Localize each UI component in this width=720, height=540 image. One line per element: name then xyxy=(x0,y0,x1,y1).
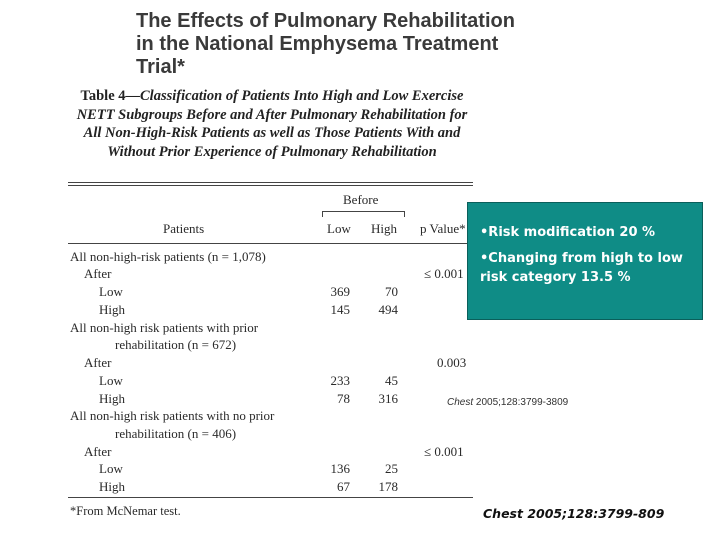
small-citation-journal: Chest xyxy=(447,397,474,408)
table-top-rule xyxy=(68,182,473,183)
table-row-label: After xyxy=(84,266,112,281)
table-row-label: After xyxy=(84,355,112,370)
callout-risk-category-change: •Changing from high to low risk category… xyxy=(480,251,683,285)
table-cell-low: 67 xyxy=(337,479,350,494)
table-row-label: Low xyxy=(99,373,123,388)
table-row-label: All non-high risk patients with no prior xyxy=(70,408,275,423)
small-citation: Chest 2005;128:3799-3809 xyxy=(447,397,568,408)
table-top-rule-2 xyxy=(68,185,473,186)
header-patients: Patients xyxy=(163,221,205,236)
table-cell-low: 78 xyxy=(337,391,350,406)
table-row-label: High xyxy=(99,302,125,317)
table-row-label: High xyxy=(99,479,125,494)
table-row-label: High xyxy=(99,391,125,406)
table-bottom-rule xyxy=(68,497,473,498)
table-row-label: Low xyxy=(99,284,123,299)
table-cell-high: 70 xyxy=(385,284,398,299)
title-line: in the National Emphysema Treatment xyxy=(136,33,499,55)
slide-title: The Effects of Pulmonary Rehabilitation … xyxy=(136,10,596,79)
table-caption: Table 4—Classification of Patients Into … xyxy=(68,87,476,161)
table-cell-high: 45 xyxy=(385,373,398,388)
table-caption-text: —Classification of Patients Into High an… xyxy=(76,88,468,160)
table-cell-p: 0.003 xyxy=(437,355,467,370)
header-before: Before xyxy=(343,192,379,207)
table-cell-high: 316 xyxy=(378,391,399,406)
callout-box: •Risk modification 20 % •Changing from h… xyxy=(467,202,703,320)
table-cell-p: ≤ 0.001 xyxy=(424,444,464,459)
header-high: High xyxy=(371,221,397,236)
table-cell-low: 136 xyxy=(330,461,351,476)
table-row-label: rehabilitation (n = 672) xyxy=(115,337,237,352)
table-row-label: All non-high-risk patients (n = 1,078) xyxy=(70,249,266,264)
table-cell-high: 25 xyxy=(385,461,398,476)
small-citation-details: 2005;128:3799-3809 xyxy=(475,397,569,408)
table-row-label: After xyxy=(84,444,112,459)
table-cell-high: 178 xyxy=(378,479,399,494)
table-header-rule xyxy=(68,243,473,244)
table-cell-high: 494 xyxy=(378,302,399,317)
header-p-value: p Value* xyxy=(420,221,466,236)
table-row-label: All non-high risk patients with prior xyxy=(70,320,259,335)
title-line: Trial* xyxy=(136,56,185,78)
table-row-label: rehabilitation (n = 406) xyxy=(115,426,237,441)
callout-risk-modification: •Risk modification 20 % xyxy=(480,225,656,240)
citation: Chest 2005;128:3799-809 xyxy=(483,506,665,521)
table-cell-low: 369 xyxy=(330,284,351,299)
header-before-bracket xyxy=(322,211,405,217)
table-cell-p: ≤ 0.001 xyxy=(424,266,464,281)
header-low: Low xyxy=(327,221,351,236)
title-line: The Effects of Pulmonary Rehabilitation xyxy=(136,10,515,32)
table-cell-low: 145 xyxy=(330,302,351,317)
table-row-label: Low xyxy=(99,461,123,476)
table-cell-low: 233 xyxy=(330,373,351,388)
table-footnote: *From McNemar test. xyxy=(70,504,181,518)
table-number: Table 4 xyxy=(80,88,126,104)
